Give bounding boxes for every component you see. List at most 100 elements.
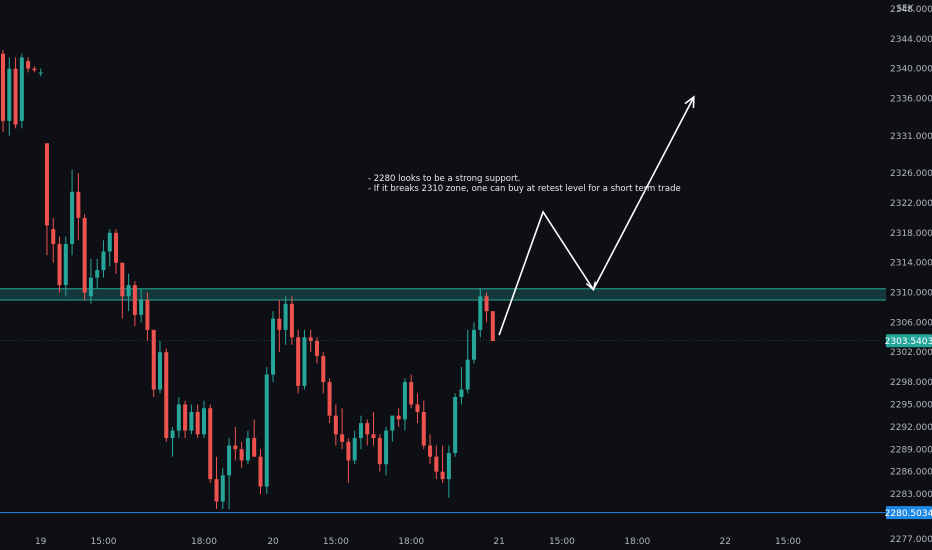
y-tick-label: 2295.0000 — [890, 400, 932, 410]
y-tick-label: 2277.0000 — [890, 535, 932, 545]
candle-body — [63, 244, 68, 286]
candle-body — [264, 374, 269, 487]
x-tick-label: 19 — [35, 537, 47, 547]
candle-body — [38, 72, 43, 74]
candle-body — [333, 415, 338, 435]
candle-body — [377, 438, 382, 465]
candle-body — [13, 68, 18, 125]
candle-body — [44, 143, 49, 226]
candle-body — [220, 475, 225, 502]
annotation-line-1: - 2280 looks to be a strong support. — [368, 174, 520, 184]
y-tick-label: 2344.0000 — [890, 35, 932, 45]
candle-body — [126, 285, 131, 297]
y-tick-label: 2336.0000 — [890, 95, 932, 105]
projection-arrow-layer — [498, 95, 695, 336]
candle-body — [151, 329, 156, 390]
candle-body — [214, 479, 219, 502]
candle-body — [195, 411, 200, 435]
candle-body — [478, 296, 483, 330]
candle-body — [51, 229, 56, 245]
candle-body — [459, 389, 464, 398]
candle-body — [101, 251, 106, 271]
candle-body — [352, 438, 357, 461]
candle-body — [227, 445, 232, 476]
candle-body — [446, 452, 451, 480]
candle-body — [164, 352, 169, 439]
candle-body — [114, 232, 119, 263]
y-tick-label: 2340.0000 — [890, 65, 932, 75]
candle-body — [453, 397, 458, 453]
candle-body — [415, 404, 420, 412]
candle-body — [315, 341, 319, 356]
y-tick-label: 2298.0000 — [890, 378, 932, 388]
support-zone-rect — [0, 288, 886, 300]
candle-body — [358, 423, 363, 439]
x-tick-label: 15:00 — [549, 537, 575, 547]
candle-body — [289, 303, 294, 338]
candle-body — [1, 53, 5, 121]
y-tick-label: 2326.0000 — [890, 169, 932, 179]
candle-body — [472, 329, 476, 360]
support-line-layer — [0, 340, 886, 514]
time-axis[interactable]: 19 15:00 18:00 20 15:00 18:00 21 15:00 18:00 22 15… — [35, 537, 801, 547]
candle-body — [428, 445, 433, 457]
candle-body — [402, 382, 407, 420]
candle-body — [76, 191, 81, 218]
y-tick-label: 2322.0000 — [890, 199, 932, 209]
candle-body — [201, 408, 206, 435]
x-tick-label: 18:00 — [398, 537, 424, 547]
y-tick-label: 2331.0000 — [890, 132, 932, 142]
retest-arrowhead — [585, 281, 596, 291]
candle-body — [421, 411, 426, 446]
price-axis[interactable]: SEK 2348.0000 2344.0000 2340.0000 2336.0000… — [890, 4, 932, 545]
x-tick-label: 21 — [493, 537, 504, 547]
x-tick-label: 20 — [267, 537, 279, 547]
candle-body — [321, 355, 326, 383]
candle-body — [271, 318, 276, 375]
candle-body — [57, 244, 62, 286]
x-tick-label: 18:00 — [624, 537, 650, 547]
candle-body — [107, 232, 112, 252]
price-tag-label: 2280.5034 — [885, 509, 932, 519]
candle-body — [19, 57, 24, 121]
y-tick-label: 2306.0000 — [890, 318, 932, 328]
y-tick-label: 2283.0000 — [890, 490, 932, 500]
y-tick-label: 2302.0000 — [890, 348, 932, 358]
candle-body — [132, 285, 137, 315]
price-tag-bg — [886, 334, 932, 348]
y-tick-label: 2318.0000 — [890, 229, 932, 239]
candle-body — [189, 411, 194, 431]
candle-body — [365, 423, 370, 435]
candle-body — [208, 408, 213, 480]
candles-layer — [1, 50, 495, 509]
candle-body — [384, 430, 389, 465]
candle-body — [484, 296, 489, 312]
x-tick-label: 22 — [719, 537, 730, 547]
candle-body — [82, 217, 87, 293]
candle-body — [158, 352, 162, 390]
candle-body — [440, 471, 445, 480]
candle-body — [32, 68, 37, 71]
y-tick-label: 2314.0000 — [890, 259, 932, 269]
candle-body — [302, 337, 307, 386]
candle-body — [296, 337, 301, 386]
annotation-line-2: - If it breaks 2310 zone, one can buy at… — [368, 184, 681, 194]
candle-body — [120, 262, 125, 297]
x-tick-label: 15:00 — [323, 537, 349, 547]
candle-body — [390, 415, 395, 431]
candle-body — [7, 68, 12, 121]
price-tag-bg — [886, 506, 932, 520]
candle-body — [170, 430, 175, 439]
x-tick-label: 15:00 — [775, 537, 801, 547]
candle-body — [88, 277, 93, 297]
x-tick-label: 15:00 — [91, 537, 117, 547]
candle-body — [340, 434, 345, 442]
candle-body — [95, 270, 100, 278]
candle-body — [277, 318, 282, 330]
projection-path — [498, 96, 695, 336]
candle-body — [371, 434, 376, 439]
candle-body — [239, 449, 244, 461]
candle-body — [258, 456, 263, 487]
price-tag-label: 2303.5403 — [885, 337, 932, 347]
